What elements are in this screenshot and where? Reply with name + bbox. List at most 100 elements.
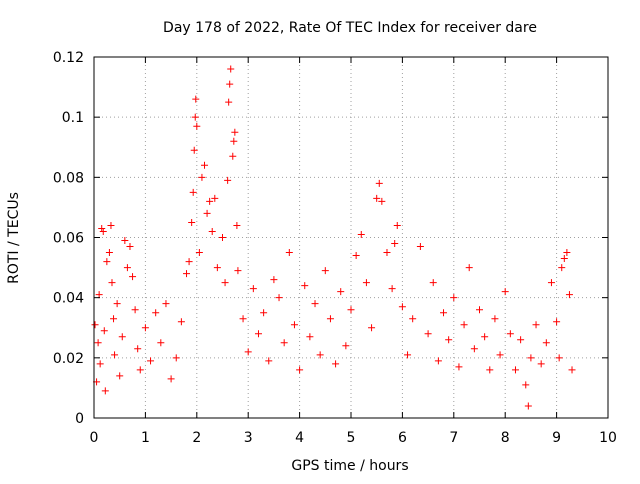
data-point <box>157 339 165 347</box>
data-point <box>147 357 155 365</box>
data-point <box>213 264 221 272</box>
data-point <box>116 372 124 380</box>
data-point <box>100 327 108 335</box>
data-point <box>239 315 247 323</box>
data-point <box>190 146 198 154</box>
data-point <box>167 375 175 383</box>
y-tick-label: 0.1 <box>62 110 84 126</box>
data-point <box>105 249 113 257</box>
data-point <box>185 258 193 266</box>
data-point <box>95 291 103 299</box>
y-tick-label: 0.08 <box>53 170 84 186</box>
data-point <box>226 80 234 88</box>
data-point <box>260 309 268 317</box>
data-point <box>429 279 437 287</box>
y-tick-label: 0.12 <box>53 50 84 66</box>
data-point <box>234 267 242 275</box>
data-point <box>373 194 381 202</box>
data-point <box>152 309 160 317</box>
data-point <box>129 273 137 281</box>
data-point <box>357 230 365 238</box>
x-tick-label: 6 <box>398 430 407 446</box>
data-point <box>121 237 129 245</box>
points-layer <box>91 65 576 410</box>
data-point <box>110 315 118 323</box>
data-point <box>177 318 185 326</box>
data-point <box>524 402 532 410</box>
data-point <box>126 243 134 251</box>
y-tick-label: 0 <box>75 411 84 427</box>
x-tick-label: 8 <box>501 430 510 446</box>
data-point <box>375 179 383 187</box>
data-point <box>118 333 126 341</box>
data-point <box>94 339 102 347</box>
x-tick-label: 2 <box>192 430 201 446</box>
x-tick-label: 0 <box>90 430 99 446</box>
data-point <box>378 197 386 205</box>
data-point <box>192 95 200 103</box>
data-point <box>96 360 104 368</box>
data-point <box>347 306 355 314</box>
data-point <box>404 351 412 359</box>
data-point <box>383 249 391 257</box>
data-point <box>275 294 283 302</box>
data-point <box>211 194 219 202</box>
data-point <box>103 258 111 266</box>
data-point <box>99 227 107 235</box>
data-point <box>270 276 278 284</box>
data-point <box>316 351 324 359</box>
data-point <box>290 321 298 329</box>
data-point <box>172 354 180 362</box>
data-point <box>203 209 211 217</box>
data-point <box>108 279 116 287</box>
data-point <box>517 336 525 344</box>
data-point <box>141 324 149 332</box>
data-point <box>221 279 229 287</box>
data-point <box>227 65 235 73</box>
data-point <box>391 240 399 248</box>
x-tick-label: 4 <box>295 430 304 446</box>
data-point <box>254 330 262 338</box>
data-point <box>476 306 483 314</box>
data-point <box>481 333 489 341</box>
data-point <box>440 309 448 317</box>
data-point <box>455 363 463 371</box>
data-point <box>460 321 468 329</box>
ticks-layer: 0 1 2 3 4 5 6 7 8 9 10 0 0.02 0.04 0.06 0.08 0.1 0.12 <box>53 50 617 446</box>
data-point <box>306 333 314 341</box>
data-point <box>434 357 442 365</box>
data-point <box>522 381 530 389</box>
data-point <box>486 366 494 374</box>
data-point <box>445 336 453 344</box>
data-point <box>230 137 238 145</box>
data-point <box>123 264 131 272</box>
data-point <box>337 288 345 296</box>
data-point <box>301 282 309 290</box>
data-point <box>224 176 232 184</box>
x-tick-label: 9 <box>552 430 561 446</box>
x-tick-label: 10 <box>599 430 617 446</box>
data-point <box>201 161 209 169</box>
data-point <box>162 300 170 308</box>
data-point <box>563 249 571 257</box>
data-point <box>491 315 499 323</box>
data-point <box>388 285 396 293</box>
data-point <box>565 291 573 299</box>
data-point <box>470 345 478 353</box>
data-point <box>111 351 119 359</box>
data-point <box>501 288 509 296</box>
chart-title: Day 178 of 2022, Rate Of TEC Index for r… <box>163 20 537 36</box>
data-point <box>542 339 550 347</box>
data-point <box>98 224 106 232</box>
data-point <box>191 113 199 121</box>
y-axis-label: ROTI / TECUs <box>6 192 22 284</box>
data-point <box>136 366 144 374</box>
data-point <box>506 330 514 338</box>
data-point <box>416 243 424 251</box>
data-point <box>558 264 566 272</box>
data-point <box>219 234 226 241</box>
data-point <box>233 221 241 229</box>
x-tick-label: 1 <box>141 430 150 446</box>
data-point <box>249 285 257 293</box>
